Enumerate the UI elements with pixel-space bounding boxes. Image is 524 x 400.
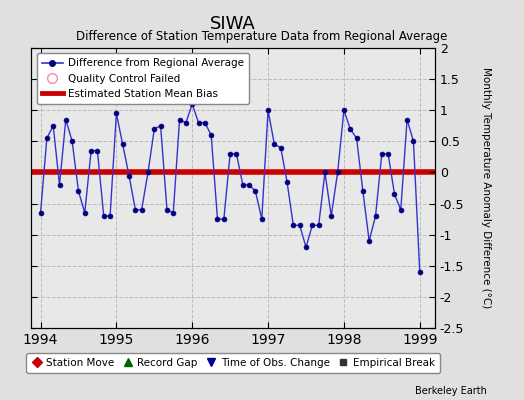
Text: Berkeley Earth: Berkeley Earth [416,386,487,396]
Legend: Station Move, Record Gap, Time of Obs. Change, Empirical Break: Station Move, Record Gap, Time of Obs. C… [26,353,440,373]
Title: SIWA: SIWA [210,14,256,32]
Y-axis label: Monthly Temperature Anomaly Difference (°C): Monthly Temperature Anomaly Difference (… [481,67,491,309]
Text: Difference of Station Temperature Data from Regional Average: Difference of Station Temperature Data f… [77,30,447,43]
